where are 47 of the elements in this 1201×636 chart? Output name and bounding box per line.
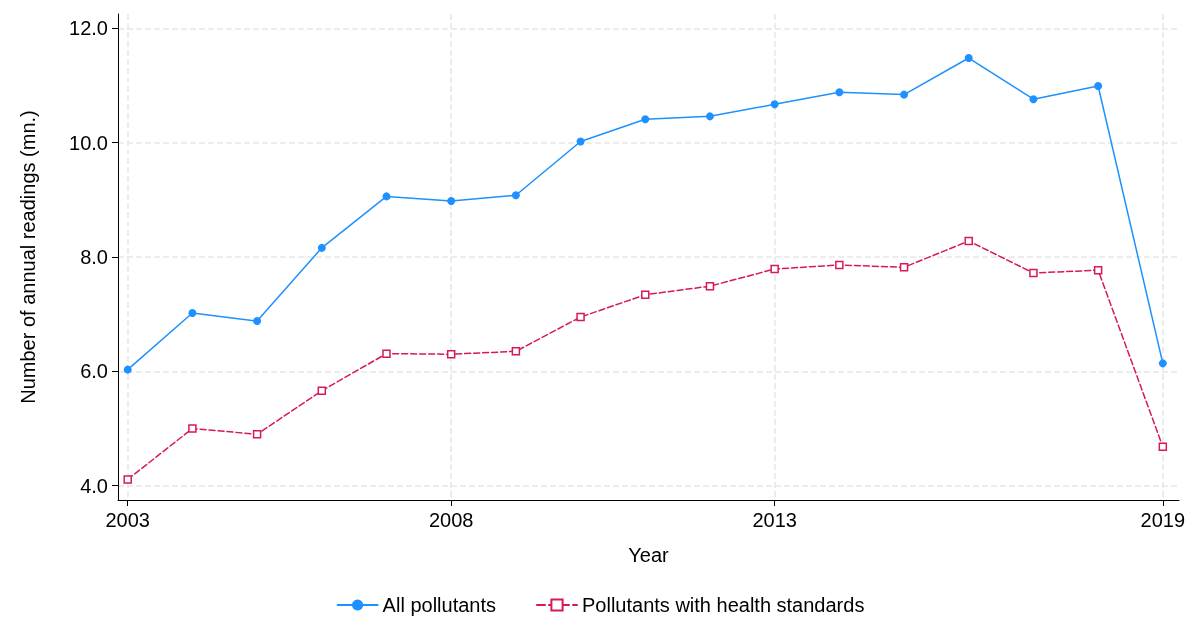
point [964, 54, 973, 63]
x-tick-label: 2008 [428, 509, 474, 531]
point [770, 264, 779, 274]
point [1094, 82, 1103, 91]
point [1158, 442, 1168, 452]
point [1029, 95, 1038, 104]
x-axis-title: Year [628, 544, 670, 566]
legend-label: All pollutants [382, 594, 497, 616]
point [1093, 265, 1103, 275]
point [899, 263, 909, 272]
point [705, 281, 715, 291]
legend-label: Pollutants with health standards [582, 594, 865, 616]
point [382, 349, 391, 358]
point [447, 196, 456, 205]
point [252, 430, 262, 439]
point [900, 90, 909, 99]
point [253, 317, 262, 326]
x-tick-label: 2019 [1140, 509, 1186, 531]
point [1158, 359, 1167, 368]
point [446, 349, 456, 359]
point [964, 236, 973, 246]
point [188, 424, 197, 433]
point [835, 260, 844, 270]
point [770, 100, 779, 109]
x-tick-label: 2013 [752, 509, 797, 531]
point [641, 115, 650, 124]
y-tick-label: 10.0 [69, 131, 108, 154]
y-tick-label: 6.0 [80, 360, 108, 383]
point [576, 312, 585, 322]
y-axis-title: Number of annual readings (mn.) [17, 110, 39, 404]
point [317, 243, 326, 252]
point [835, 88, 844, 97]
point [123, 365, 132, 374]
point [705, 112, 714, 121]
y-tick-label: 4.0 [80, 474, 108, 497]
point [123, 475, 132, 484]
x-tick-label: 2003 [105, 509, 150, 531]
y-tick-label: 12.0 [69, 17, 108, 40]
point [576, 137, 585, 146]
point [1029, 268, 1038, 278]
point [641, 290, 650, 299]
point [511, 347, 521, 356]
point [188, 309, 197, 318]
point [317, 386, 327, 396]
point [382, 192, 391, 201]
point [511, 191, 520, 200]
y-tick-label: 8.0 [80, 246, 108, 268]
